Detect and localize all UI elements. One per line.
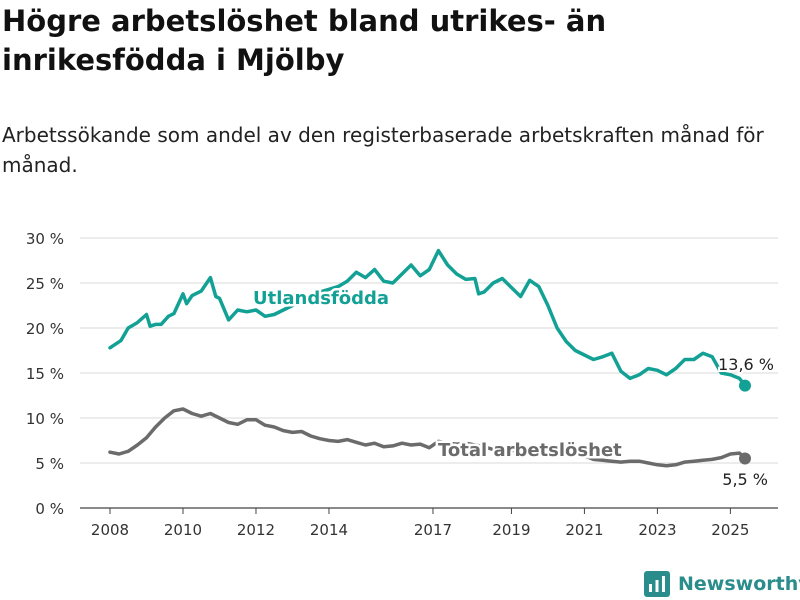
- y-tick-label: 10 %: [26, 410, 64, 428]
- series-label-utlandsfodda: Utlandsfödda: [253, 288, 389, 309]
- y-tick-label: 15 %: [26, 365, 64, 383]
- series-label-total: Total arbetslöshet: [438, 440, 622, 461]
- y-tick-label: 5 %: [35, 455, 64, 473]
- series-line-total: [108, 407, 747, 468]
- y-tick-label: 20 %: [26, 320, 64, 338]
- series-line-utlandsfodda: [108, 248, 747, 388]
- end-value-label-total: 5,5 %: [722, 470, 768, 489]
- x-tick-label: 2017: [414, 521, 452, 539]
- end-value-label-utlandsfodda: 13,6 %: [718, 355, 774, 374]
- chart-title: Högre arbetslöshet bland utrikes- än inr…: [2, 4, 607, 77]
- x-tick-label: 2023: [638, 521, 676, 539]
- chart-subtitle: Arbetssökande som andel av den registerb…: [2, 123, 764, 177]
- x-tick-label: 2010: [164, 521, 202, 539]
- newsworthy-logo-icon: [644, 571, 670, 597]
- x-tick-label: 2012: [237, 521, 275, 539]
- y-tick-label: 0 %: [35, 500, 64, 518]
- x-tick-label: 2025: [711, 521, 749, 539]
- newsworthy-brand[interactable]: Newsworthy: [644, 569, 800, 599]
- x-tick-label: 2008: [91, 521, 129, 539]
- y-tick-label: 30 %: [26, 230, 64, 248]
- brand-name: Newsworthy: [678, 573, 800, 595]
- x-tick-label: 2014: [310, 521, 348, 539]
- y-tick-label: 25 %: [26, 275, 64, 293]
- x-tick-label: 2021: [565, 521, 603, 539]
- endpoint-marker-total: [739, 452, 751, 465]
- endpoint-marker-utlandsfodda: [739, 379, 751, 392]
- x-tick-label: 2019: [492, 521, 530, 539]
